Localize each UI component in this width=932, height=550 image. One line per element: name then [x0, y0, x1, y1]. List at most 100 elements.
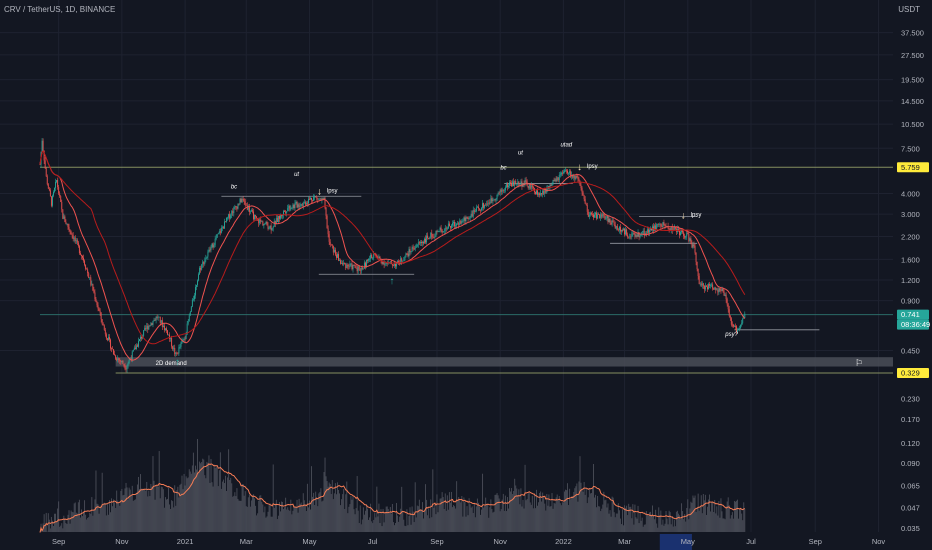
- candle-body: [355, 267, 357, 269]
- volume-bar: [709, 494, 710, 532]
- candle-body: [323, 198, 325, 200]
- time-tick-label: Sep: [809, 537, 822, 546]
- candle-body: [379, 256, 381, 260]
- volume-bar: [144, 488, 146, 532]
- volume-bar: [707, 506, 708, 532]
- candle-body: [359, 269, 361, 271]
- volume-bar: [201, 461, 203, 532]
- volume-bar: [697, 493, 699, 532]
- candle-body: [540, 193, 542, 195]
- volume-bar: [253, 494, 254, 532]
- candle-body: [158, 316, 160, 318]
- volume-bar: [388, 512, 390, 532]
- volume-bar: [670, 524, 672, 532]
- arrow-down-icon: ↓: [317, 187, 322, 198]
- volume-bar: [645, 511, 647, 532]
- volume-bar: [612, 497, 614, 532]
- volume-bar: [123, 494, 125, 532]
- volume-bar: [407, 525, 409, 532]
- price-tick-label: 2.200: [901, 232, 920, 241]
- volume-bar: [150, 484, 152, 532]
- candle-body: [74, 237, 76, 242]
- candle-body: [685, 236, 687, 238]
- volume-bar: [711, 501, 713, 532]
- time-axis[interactable]: Sep Nov 2021 Mar May Jul Sep Nov 2022 Mar May Jul Se…: [52, 537, 885, 546]
- volume-bar: [442, 497, 444, 532]
- volume-bar: [397, 515, 399, 532]
- candle-body: [340, 260, 342, 264]
- candle-body: [632, 233, 634, 234]
- candle-body: [221, 227, 223, 229]
- candle-body: [502, 189, 504, 191]
- volume-bar: [321, 501, 323, 532]
- volume-bar: [326, 481, 328, 532]
- volume-bar: [684, 514, 686, 532]
- volume-bar: [599, 506, 601, 532]
- candle-body: [47, 184, 49, 189]
- candle-body: [223, 227, 224, 229]
- candle-body: [195, 286, 196, 296]
- candle-body: [590, 212, 592, 215]
- volume-bar: [543, 496, 545, 532]
- volume-bar: [498, 498, 500, 532]
- candle-body: [180, 342, 182, 347]
- candle-body: [635, 235, 637, 237]
- volume-bar: [165, 499, 167, 532]
- volume-bar: [512, 494, 514, 532]
- volume-bar: [597, 496, 599, 532]
- volume-bar: [505, 511, 507, 532]
- candle-body: [588, 214, 590, 217]
- volume-bar: [455, 508, 457, 532]
- candle-body: [325, 207, 327, 216]
- candle-body: [442, 231, 444, 233]
- volume-bar: [451, 491, 452, 532]
- candle-body: [363, 262, 365, 269]
- candle-body: [595, 212, 596, 215]
- volume-bar: [578, 481, 580, 532]
- time-tick-label: May: [681, 537, 695, 546]
- candle-body: [688, 234, 690, 241]
- candle-body: [437, 231, 439, 233]
- volume-bar: [666, 518, 668, 532]
- candle-body: [424, 238, 425, 244]
- volume-bar: [744, 509, 746, 532]
- candle-body: [312, 200, 314, 201]
- candle-body: [594, 214, 595, 218]
- volume-bar: [366, 504, 367, 532]
- candle-body: [431, 232, 433, 237]
- grid: [0, 0, 893, 532]
- volume-bar: [662, 519, 664, 532]
- volume-bar: [673, 519, 675, 532]
- volume-bar: [111, 498, 112, 532]
- volume-bar: [665, 511, 667, 532]
- volume-bar: [558, 495, 560, 532]
- volume-bar: [631, 518, 633, 532]
- candle-body: [498, 192, 500, 194]
- price-tick-label: 0.900: [901, 297, 920, 306]
- candle-body: [566, 170, 567, 172]
- candle-body: [270, 225, 272, 231]
- candle-body: [659, 224, 661, 225]
- candle-body: [238, 203, 240, 205]
- price-axis[interactable]: 37.500 27.500 19.500 14.500 10.500 7.500 4.000…: [901, 29, 924, 356]
- volume-bar: [55, 513, 56, 532]
- candle-body: [680, 232, 681, 236]
- candle-body: [96, 301, 98, 306]
- volume-bar: [292, 510, 294, 532]
- candle-body: [298, 204, 300, 207]
- candle-body: [233, 207, 235, 214]
- volume-bar: [663, 525, 665, 532]
- volume-bar: [480, 514, 481, 532]
- candle-body: [399, 263, 401, 265]
- volume-bar: [200, 463, 202, 532]
- candle-body: [513, 181, 515, 186]
- volume-bar: [258, 500, 260, 532]
- volume-bar: [100, 507, 102, 532]
- volume-bar: [220, 488, 222, 532]
- volume-bar: [265, 517, 267, 532]
- candle-body: [300, 204, 302, 206]
- volume-bar: [433, 507, 435, 532]
- candle-body: [162, 325, 164, 327]
- volume-bar: [379, 523, 381, 532]
